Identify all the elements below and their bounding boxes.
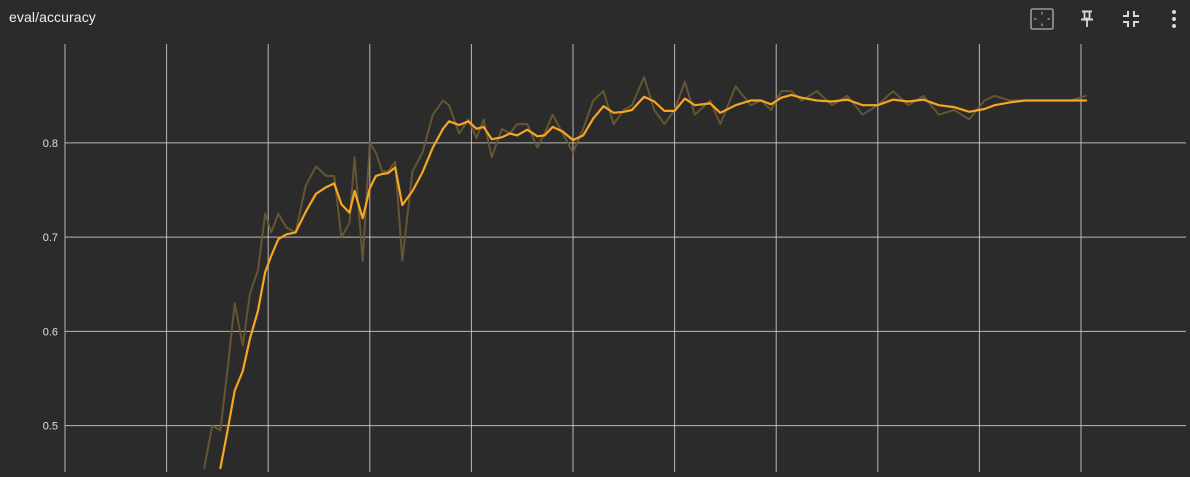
pin-icon <box>1081 10 1093 27</box>
card-header: eval/accuracy <box>0 0 1190 36</box>
fit-domain-icon <box>1030 8 1054 30</box>
y-tick-label-2: 0.7 <box>43 232 58 244</box>
y-tick-labels: 0.5 0.6 0.7 0.8 <box>43 138 58 433</box>
series-layer <box>203 76 1088 470</box>
y-gridlines <box>65 142 1186 427</box>
card-title: eval/accuracy <box>9 9 96 25</box>
more-vert-icon <box>1172 10 1176 28</box>
smoothed-series-line <box>219 93 1088 470</box>
x-gridlines <box>64 44 1082 472</box>
line-chart[interactable]: 0.5 0.6 0.7 0.8 <box>0 36 1190 472</box>
more-options-button[interactable] <box>1161 6 1187 32</box>
raw-series-line <box>203 76 1088 469</box>
y-tick-label-0: 0.5 <box>43 421 58 433</box>
collapse-button[interactable] <box>1118 6 1144 32</box>
y-tick-label-3: 0.8 <box>43 138 58 150</box>
fit-domain-button[interactable] <box>1029 6 1055 32</box>
chart-area[interactable]: 0.5 0.6 0.7 0.8 <box>0 36 1190 472</box>
y-tick-label-1: 0.6 <box>43 326 58 338</box>
pin-button[interactable] <box>1074 6 1100 32</box>
collapse-icon <box>1123 11 1139 27</box>
